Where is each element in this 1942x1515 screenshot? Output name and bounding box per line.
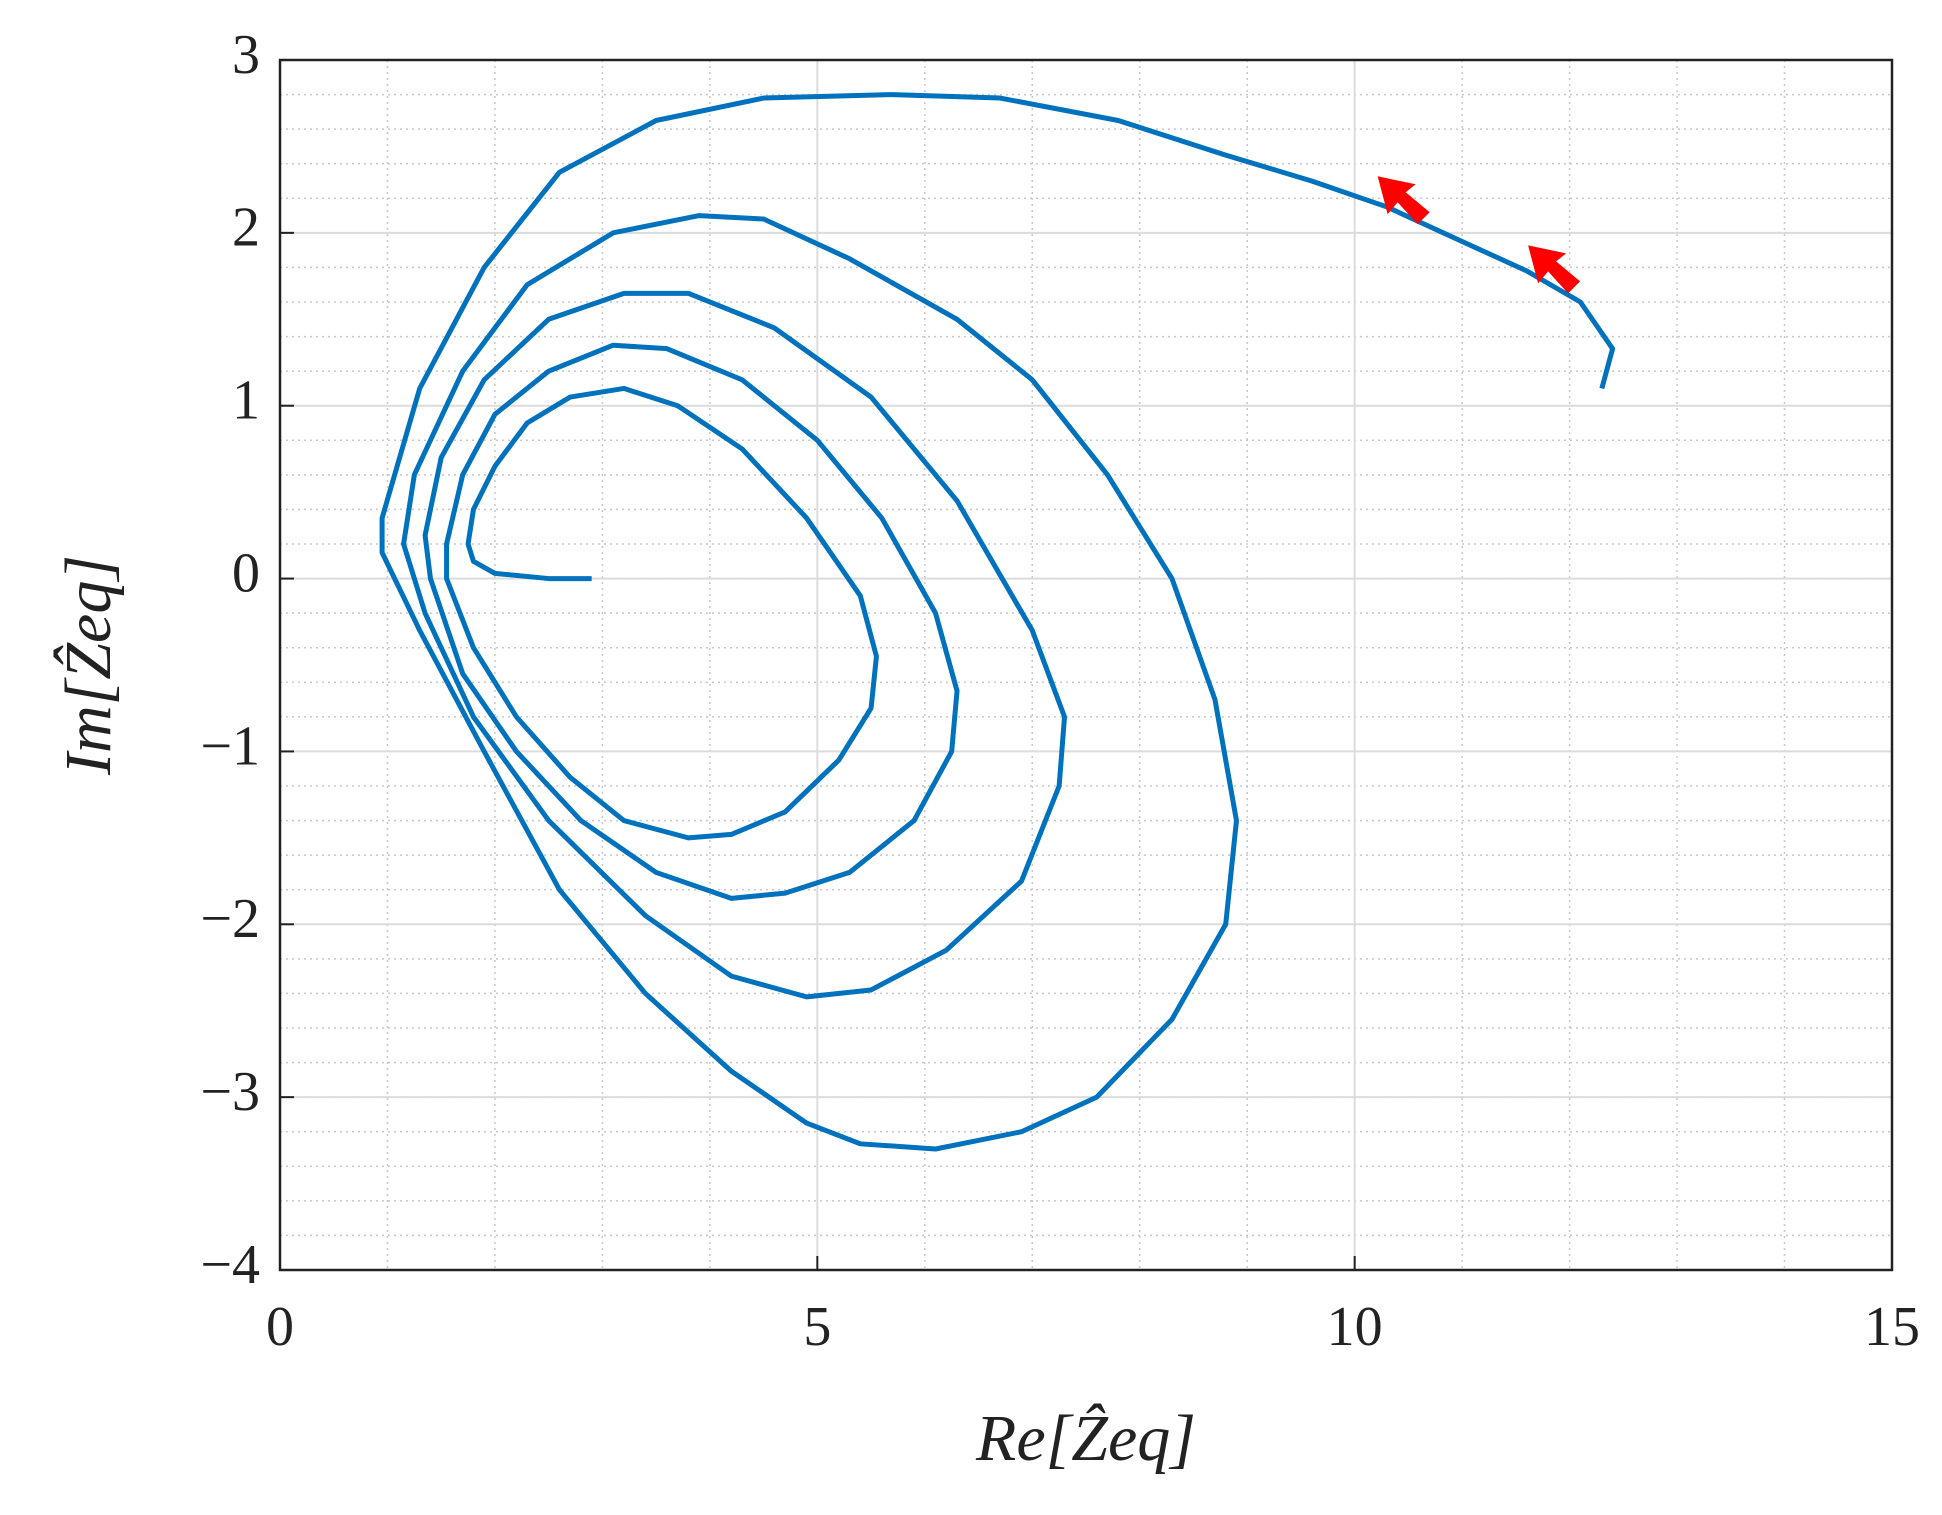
direction-arrow (1377, 176, 1430, 225)
y-tick-label: 0 (232, 542, 260, 604)
x-tick-label: 0 (266, 1296, 294, 1358)
y-tick-label: 2 (232, 197, 260, 259)
y-tick-label: 3 (232, 24, 260, 86)
y-tick-label: −4 (200, 1234, 260, 1296)
direction-arrow (1528, 245, 1581, 294)
y-tick-label: −3 (200, 1061, 260, 1123)
y-tick-label: −1 (200, 715, 260, 777)
x-tick-label: 5 (803, 1296, 831, 1358)
y-tick-label: −2 (200, 888, 260, 950)
x-tick-label: 15 (1864, 1296, 1920, 1358)
x-axis-label: Re[Ẑeq] (975, 1402, 1196, 1475)
x-tick-label: 10 (1327, 1296, 1383, 1358)
series-line (379, 92, 1616, 1152)
plot-frame (278, 58, 1894, 1272)
y-axis-label: Im[Ẑeq] (52, 555, 125, 776)
y-tick-label: 1 (232, 370, 260, 432)
